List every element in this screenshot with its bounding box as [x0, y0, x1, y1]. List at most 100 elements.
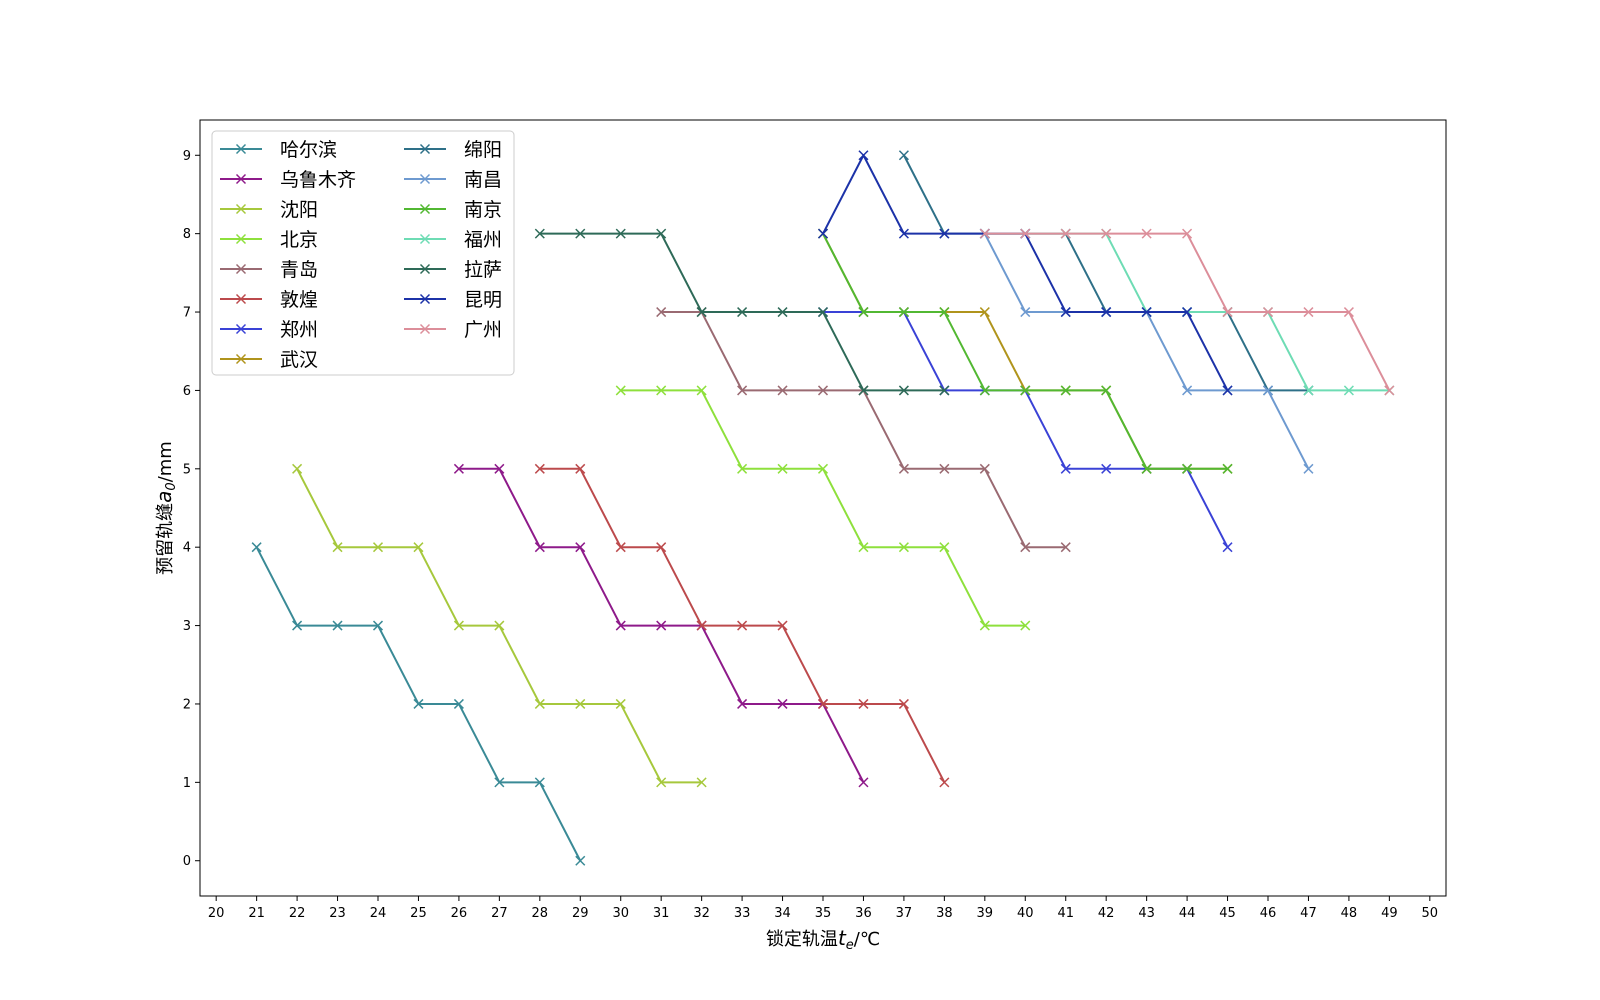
data-point — [898, 307, 909, 318]
y-tick-label: 2 — [183, 697, 191, 712]
data-point — [858, 777, 869, 788]
x-tick-label: 25 — [410, 906, 427, 921]
data-point — [453, 698, 464, 709]
data-point — [1060, 228, 1071, 239]
data-point — [575, 542, 586, 553]
data-point — [1182, 307, 1193, 318]
data-point — [979, 228, 990, 239]
series-3 — [615, 385, 1031, 631]
data-point — [817, 463, 829, 474]
data-point — [737, 385, 748, 396]
y-tick-label: 0 — [183, 854, 191, 869]
data-point — [534, 228, 545, 239]
y-axis-title-suffix: /mm — [155, 441, 176, 482]
data-point — [494, 463, 505, 474]
legend-marker — [235, 353, 247, 365]
data-point — [292, 463, 303, 474]
data-point — [858, 385, 869, 396]
x-axis-title-var: t — [838, 926, 847, 950]
legend-label: 南京 — [464, 199, 502, 221]
y-tick-label: 7 — [183, 306, 191, 321]
x-tick-label: 49 — [1381, 906, 1398, 921]
x-tick-label: 47 — [1300, 906, 1317, 921]
data-point — [1060, 307, 1071, 318]
data-point — [656, 385, 667, 396]
data-point — [858, 307, 869, 318]
data-point — [1182, 385, 1193, 396]
data-point — [656, 542, 667, 553]
data-point — [1222, 385, 1233, 396]
data-point — [898, 463, 909, 474]
y-tick-label: 4 — [183, 541, 191, 556]
legend-label: 乌鲁木齐 — [280, 169, 356, 191]
legend-item: 南昌 — [404, 169, 502, 191]
x-tick-label: 42 — [1098, 906, 1115, 921]
series-12 — [534, 228, 950, 396]
data-point — [737, 307, 748, 318]
data-point — [898, 698, 909, 709]
data-point — [1101, 385, 1112, 396]
data-point — [737, 620, 748, 631]
y-axis: 0 1 2 3 4 5 6 7 8 9 — [183, 149, 200, 869]
legend-item: 南京 — [404, 199, 502, 221]
data-point — [1222, 307, 1233, 318]
data-point — [898, 542, 909, 553]
legend-marker — [235, 263, 247, 275]
series-layer — [251, 150, 1395, 866]
y-axis-title: 预留轨缝a0/mm — [152, 441, 179, 575]
x-tick-label: 44 — [1179, 906, 1196, 921]
data-point — [1343, 307, 1354, 318]
y-tick-label: 1 — [183, 776, 191, 791]
x-tick-label: 26 — [451, 906, 468, 921]
x-tick-label: 48 — [1341, 906, 1358, 921]
data-point — [939, 228, 950, 239]
data-point — [1020, 385, 1031, 396]
data-point — [777, 620, 788, 631]
data-point — [413, 542, 424, 553]
y-axis-title-sub: 0 — [164, 482, 179, 490]
data-point — [1020, 542, 1031, 553]
legend-item: 乌鲁木齐 — [220, 169, 356, 191]
data-point — [898, 228, 909, 239]
data-point — [575, 698, 586, 709]
x-tick-label: 46 — [1260, 906, 1277, 921]
data-point — [1141, 307, 1152, 318]
data-point — [696, 620, 707, 631]
legend-marker — [419, 203, 431, 215]
legend-marker — [235, 233, 247, 245]
x-tick-label: 35 — [815, 906, 832, 921]
legend-box — [211, 130, 515, 376]
data-point — [939, 385, 950, 396]
x-tick-label: 33 — [734, 906, 751, 921]
data-point — [575, 463, 586, 474]
data-point — [251, 542, 262, 553]
legend-label: 郑州 — [280, 319, 318, 341]
legend-item: 青岛 — [220, 259, 318, 281]
x-tick-label: 34 — [774, 906, 791, 921]
data-point — [1020, 620, 1031, 631]
data-point — [575, 855, 586, 866]
data-point — [575, 228, 586, 239]
data-point — [939, 307, 950, 318]
x-tick-label: 45 — [1219, 906, 1236, 921]
data-point — [372, 542, 384, 553]
legend-item: 福州 — [404, 229, 502, 251]
series-0 — [251, 542, 586, 866]
legend-label: 哈尔滨 — [280, 139, 337, 161]
legend-item: 拉萨 — [404, 259, 502, 281]
data-point — [696, 307, 707, 318]
data-point — [656, 620, 667, 631]
x-tick-label: 43 — [1138, 906, 1155, 921]
data-point — [1303, 385, 1314, 396]
x-axis-title: 锁定轨温te/℃ — [766, 926, 880, 953]
data-point — [615, 542, 626, 553]
data-point — [898, 385, 909, 396]
legend-label: 昆明 — [464, 289, 502, 311]
legend-label: 武汉 — [280, 349, 318, 371]
series-5 — [534, 463, 950, 788]
x-tick-label: 38 — [936, 906, 953, 921]
legend-label: 南昌 — [464, 169, 502, 191]
x-tick-label: 31 — [653, 906, 670, 921]
data-point — [939, 542, 950, 553]
